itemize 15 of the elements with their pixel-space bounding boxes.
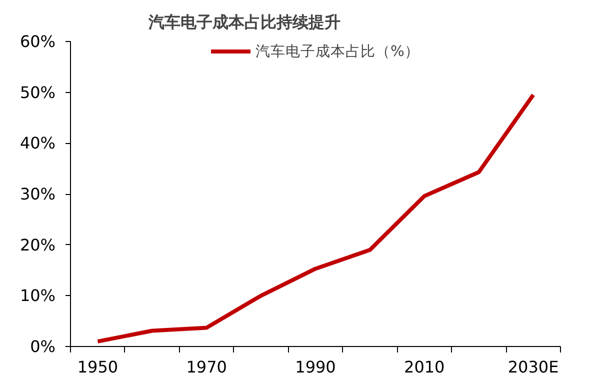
x-tick-label: 1970 bbox=[186, 358, 227, 376]
chart-title: 汽车电子成本占比持续提升 bbox=[148, 12, 340, 32]
y-tick-label: 40% bbox=[20, 134, 56, 153]
legend-label: 汽车电子成本占比（%） bbox=[256, 42, 420, 60]
y-tick-label: 60% bbox=[20, 32, 56, 51]
y-tick-label: 30% bbox=[20, 184, 56, 204]
y-tick-label: 50% bbox=[20, 82, 56, 102]
y-tick-label: 0% bbox=[30, 337, 56, 356]
x-tick-label: 2030E bbox=[508, 358, 559, 376]
line-series bbox=[96, 92, 536, 344]
y-tick-label: 10% bbox=[20, 286, 56, 306]
x-tick-label: 2010 bbox=[404, 358, 445, 376]
y-tick-label: 20% bbox=[20, 235, 56, 254]
x-tick-label: 1990 bbox=[295, 358, 336, 376]
x-tick-label: 1950 bbox=[77, 358, 118, 376]
